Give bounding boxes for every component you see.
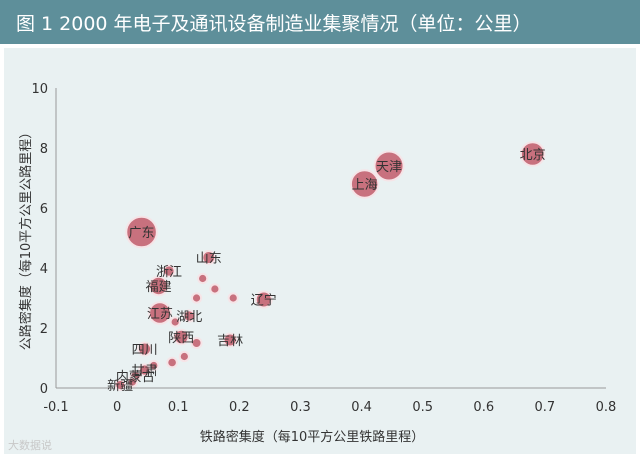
y-tick-label: 8 — [40, 142, 48, 157]
bubble-湖北 — [182, 309, 196, 323]
bubble-unlabeled — [190, 292, 203, 304]
bubble-label: 湖北 — [176, 310, 202, 325]
bubble-unlabeled — [166, 356, 178, 369]
bubble-unlabeled — [197, 272, 209, 285]
bubble-unlabeled — [169, 316, 181, 328]
bubble-天津 — [373, 150, 405, 182]
x-axis-label: 铁路密集度（每10平方公里铁路里程） — [200, 429, 425, 445]
y-tick-label: 10 — [31, 82, 48, 97]
x-tick-label: 0 — [113, 400, 121, 415]
chart-panel: -0.1 0 0.1 0.2 0.3 0.4 0.5 0.6 0.7 0.8 0 2 4 6 8 10 广东… — [4, 48, 636, 454]
x-tick-label: 0.1 — [168, 400, 189, 415]
bubble-上海 — [349, 169, 380, 199]
bubble-福建 — [148, 275, 169, 297]
x-tick-label: 0.6 — [473, 400, 494, 415]
bubble-label: 浙江 — [156, 265, 182, 280]
x-tick-label: 0.5 — [412, 400, 433, 415]
bubble-unlabeled — [126, 376, 138, 388]
x-tick-label: 0.3 — [290, 400, 311, 415]
bubble-label: 江苏 — [147, 306, 173, 322]
y-tick-label: 0 — [40, 382, 48, 397]
bubble-山东 — [201, 250, 217, 265]
bubble-unlabeled — [178, 350, 190, 363]
bubble-label: 四川 — [132, 343, 158, 358]
bubble-label: 广东 — [129, 226, 155, 241]
bubble-unlabeled — [190, 337, 203, 349]
watermark: 大数据说 — [8, 439, 52, 452]
bubble-浙江 — [162, 264, 176, 278]
x-tick-label: 0.8 — [596, 400, 617, 415]
bubble-label: 陕西 — [168, 331, 194, 346]
y-tick-labels: 0 2 4 6 8 10 — [31, 82, 48, 397]
bubble-广东 — [125, 215, 158, 249]
bubble-辽宁 — [254, 290, 273, 309]
y-tick-label: 6 — [40, 202, 48, 217]
bubble-label: 吉林 — [217, 334, 243, 349]
bubble-chart: -0.1 0 0.1 0.2 0.3 0.4 0.5 0.6 0.7 0.8 0 2 4 6 8 10 广东… — [18, 82, 616, 445]
x-tick-label: 0.4 — [351, 400, 372, 415]
bubble-label: 福建 — [146, 280, 172, 295]
bubble-label: 辽宁 — [251, 293, 277, 309]
bubble-陕西 — [172, 328, 190, 346]
bubble-label: 上海 — [352, 178, 378, 193]
bubble-甘肃 — [138, 363, 152, 377]
bubble-吉林 — [222, 332, 238, 348]
bubble-新疆 — [114, 379, 127, 391]
bubbles — [114, 141, 546, 391]
x-tick-label: -0.1 — [43, 400, 68, 415]
bubble-label: 天津 — [376, 160, 402, 175]
x-tick-label: 0.2 — [229, 400, 250, 415]
bubble-江苏 — [148, 301, 172, 325]
bubble-unlabeled — [148, 359, 160, 372]
bubble-北京 — [519, 141, 546, 167]
chart-title: 图 1 2000 年电子及通讯设备制造业集聚情况（单位：公里） — [0, 0, 640, 44]
bubble-label: 山东 — [196, 252, 222, 267]
bubble-label: 北京 — [520, 148, 546, 163]
bubble-unlabeled — [227, 292, 239, 304]
bubble-label: 新疆 — [107, 378, 133, 394]
y-tick-label: 2 — [40, 322, 48, 337]
x-tick-labels: -0.1 0 0.1 0.2 0.3 0.4 0.5 0.6 0.7 0.8 — [43, 400, 616, 415]
bubble-label: 内蒙古 — [116, 369, 155, 385]
bubble-unlabeled — [209, 283, 221, 295]
bubble-label: 甘肃 — [132, 364, 158, 379]
axes — [55, 88, 606, 389]
y-axis-label: 公路密集度（每10平方公里公路里程） — [18, 126, 34, 351]
y-tick-label: 4 — [40, 262, 48, 277]
bubble-四川 — [137, 341, 153, 357]
x-tick-label: 0.7 — [535, 400, 556, 415]
